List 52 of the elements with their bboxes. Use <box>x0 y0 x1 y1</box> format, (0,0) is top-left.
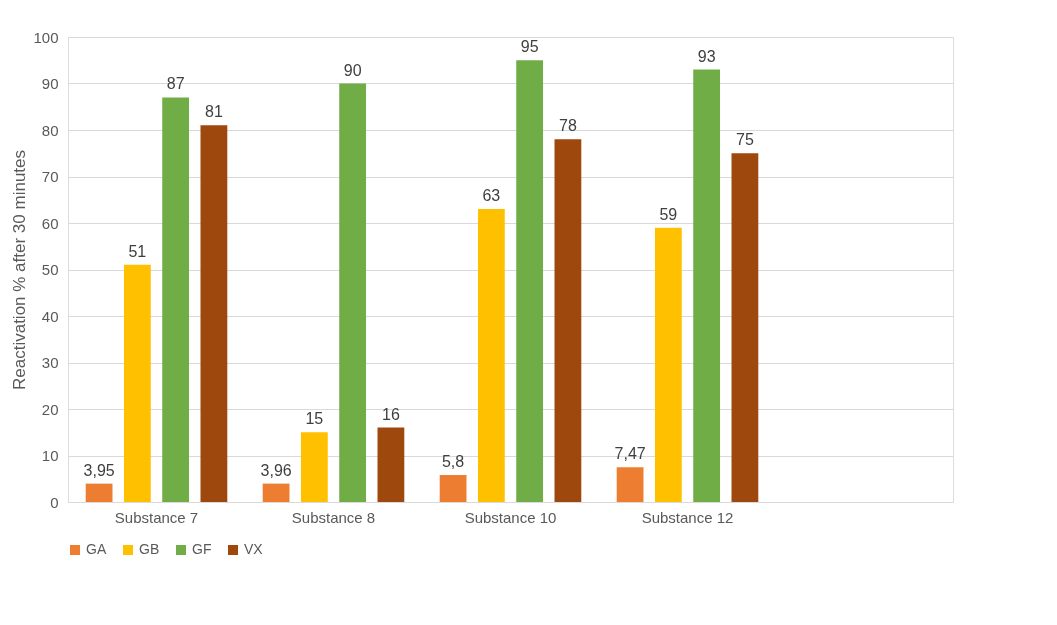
bar <box>693 69 721 502</box>
bar <box>123 264 151 502</box>
data-label: 63 <box>482 187 501 205</box>
y-axis-title: Reactivation % after 30 minutes <box>10 149 30 391</box>
x-tick-label: Substance 8 <box>291 508 376 526</box>
y-tick-label: 90 <box>41 75 59 92</box>
y-tick-label: 40 <box>41 307 59 325</box>
y-tick-label: 10 <box>41 447 59 464</box>
data-label: 87 <box>166 75 185 93</box>
y-tick-label: 100 <box>33 28 59 46</box>
bar <box>300 432 328 502</box>
y-tick-label: 70 <box>41 168 59 185</box>
data-label: 5,8 <box>441 453 465 471</box>
bar <box>616 467 644 502</box>
y-tick-label: 20 <box>41 400 59 418</box>
legend-label: GB <box>139 541 160 557</box>
data-label: 3,95 <box>83 461 115 479</box>
data-label: 59 <box>659 205 678 223</box>
data-label: 3,96 <box>260 461 292 479</box>
x-tick-label: Substance 10 <box>464 508 557 526</box>
bar <box>654 227 682 502</box>
data-label: 75 <box>736 131 754 149</box>
y-tick-label: 50 <box>41 261 59 278</box>
bar <box>339 83 367 502</box>
legend-label: GA <box>86 541 107 557</box>
legend-label: GF <box>192 541 212 557</box>
bar <box>85 483 113 502</box>
bar <box>731 153 759 502</box>
bar <box>200 125 228 502</box>
bar <box>262 483 290 502</box>
y-tick-label: 80 <box>41 121 59 139</box>
y-tick-label: 0 <box>50 493 59 511</box>
x-tick-label: Substance 12 <box>641 508 734 526</box>
x-tick-label: Substance 7 <box>114 508 199 526</box>
bar <box>516 60 544 502</box>
data-label: 7,47 <box>614 445 646 463</box>
bar <box>439 475 467 502</box>
data-label: 15 <box>305 410 324 428</box>
data-label: 95 <box>520 38 539 56</box>
data-label: 81 <box>205 103 223 121</box>
data-label: 16 <box>382 405 400 423</box>
bar <box>554 139 582 502</box>
data-label: 93 <box>697 47 716 65</box>
y-tick-label: 30 <box>41 354 59 371</box>
bar <box>377 427 405 502</box>
bar <box>477 209 505 502</box>
data-label: 78 <box>559 117 577 135</box>
y-tick-label: 60 <box>41 214 59 232</box>
data-label: 90 <box>343 61 362 79</box>
data-label: 51 <box>128 242 147 260</box>
bar <box>162 97 190 502</box>
legend-label: VX <box>244 541 264 557</box>
